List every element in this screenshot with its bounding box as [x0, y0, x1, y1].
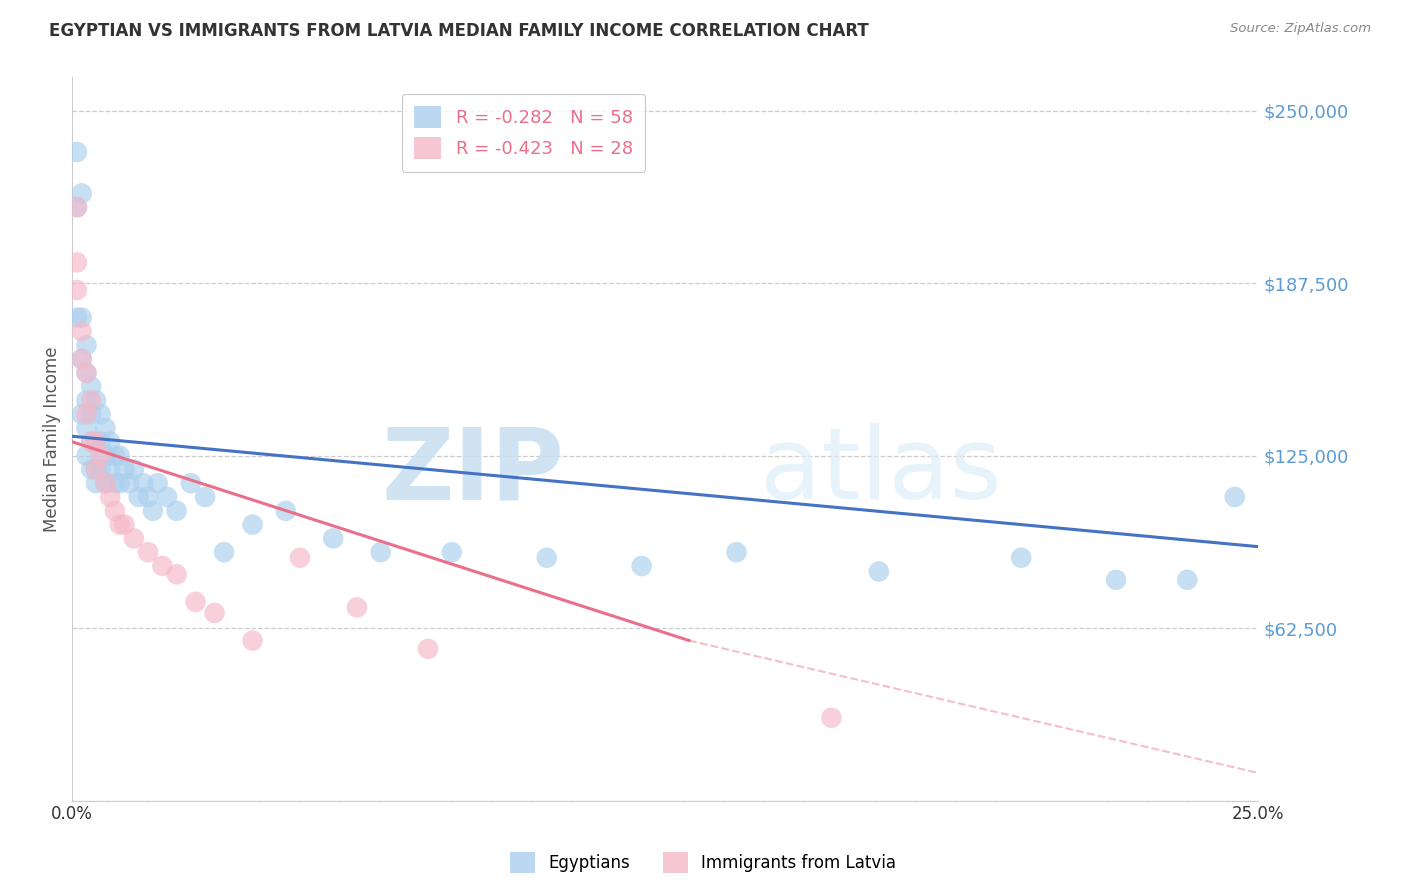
Point	[104, 504, 127, 518]
Point	[1175, 573, 1198, 587]
Point	[416, 641, 439, 656]
Point	[84, 462, 107, 476]
Point	[112, 462, 135, 476]
Text: EGYPTIAN VS IMMIGRANTS FROM LATVIA MEDIAN FAMILY INCOME CORRELATION CHART: EGYPTIAN VS IMMIGRANTS FROM LATVIA MEDIA…	[49, 22, 869, 40]
Point	[66, 283, 89, 297]
Point	[94, 476, 117, 491]
Point	[75, 366, 97, 380]
Point	[80, 407, 103, 421]
Point	[80, 434, 103, 449]
Point	[70, 351, 93, 366]
Point	[90, 462, 112, 476]
Point	[725, 545, 748, 559]
Point	[180, 476, 202, 491]
Point	[66, 200, 89, 214]
Point	[820, 711, 842, 725]
Point	[1105, 573, 1128, 587]
Point	[122, 462, 145, 476]
Point	[274, 504, 297, 518]
Point	[80, 393, 103, 408]
Point	[70, 407, 93, 421]
Point	[70, 351, 93, 366]
Point	[440, 545, 463, 559]
Point	[108, 517, 131, 532]
Point	[204, 606, 226, 620]
Point	[146, 476, 169, 491]
Point	[132, 476, 155, 491]
Point	[370, 545, 392, 559]
Point	[136, 490, 159, 504]
Point	[75, 366, 97, 380]
Point	[84, 434, 107, 449]
Point	[75, 421, 97, 435]
Point	[242, 633, 264, 648]
Point	[75, 449, 97, 463]
Point	[70, 325, 93, 339]
Point	[94, 476, 117, 491]
Point	[108, 449, 131, 463]
Point	[194, 490, 217, 504]
Point	[80, 434, 103, 449]
Point	[288, 550, 311, 565]
Point	[212, 545, 235, 559]
Point	[98, 434, 121, 449]
Point	[84, 434, 107, 449]
Point	[122, 532, 145, 546]
Point	[630, 559, 652, 574]
Point	[150, 559, 173, 574]
Point	[136, 545, 159, 559]
Point	[75, 393, 97, 408]
Point	[70, 310, 93, 325]
Point	[112, 517, 135, 532]
Point	[98, 462, 121, 476]
Point	[184, 595, 207, 609]
Text: ZIP: ZIP	[381, 423, 565, 520]
Y-axis label: Median Family Income: Median Family Income	[44, 346, 60, 532]
Point	[90, 449, 112, 463]
Point	[66, 145, 89, 159]
Point	[346, 600, 368, 615]
Point	[75, 338, 97, 352]
Point	[142, 504, 165, 518]
Point	[1223, 490, 1246, 504]
Point	[75, 407, 97, 421]
Point	[66, 310, 89, 325]
Point	[94, 449, 117, 463]
Point	[536, 550, 558, 565]
Point	[84, 476, 107, 491]
Point	[104, 476, 127, 491]
Point	[242, 517, 264, 532]
Point	[70, 186, 93, 201]
Point	[108, 476, 131, 491]
Point	[156, 490, 179, 504]
Point	[94, 421, 117, 435]
Point	[166, 504, 188, 518]
Legend: R = -0.282   N = 58, R = -0.423   N = 28: R = -0.282 N = 58, R = -0.423 N = 28	[402, 94, 645, 172]
Legend: Egyptians, Immigrants from Latvia: Egyptians, Immigrants from Latvia	[503, 846, 903, 880]
Point	[90, 407, 112, 421]
Point	[90, 434, 112, 449]
Point	[868, 565, 890, 579]
Text: atlas: atlas	[761, 423, 1002, 520]
Point	[80, 462, 103, 476]
Point	[98, 490, 121, 504]
Point	[166, 567, 188, 582]
Point	[128, 490, 150, 504]
Point	[84, 393, 107, 408]
Point	[118, 476, 141, 491]
Point	[66, 200, 89, 214]
Point	[322, 532, 344, 546]
Text: Source: ZipAtlas.com: Source: ZipAtlas.com	[1230, 22, 1371, 36]
Point	[84, 462, 107, 476]
Point	[104, 449, 127, 463]
Point	[1010, 550, 1032, 565]
Point	[80, 379, 103, 393]
Point	[66, 255, 89, 269]
